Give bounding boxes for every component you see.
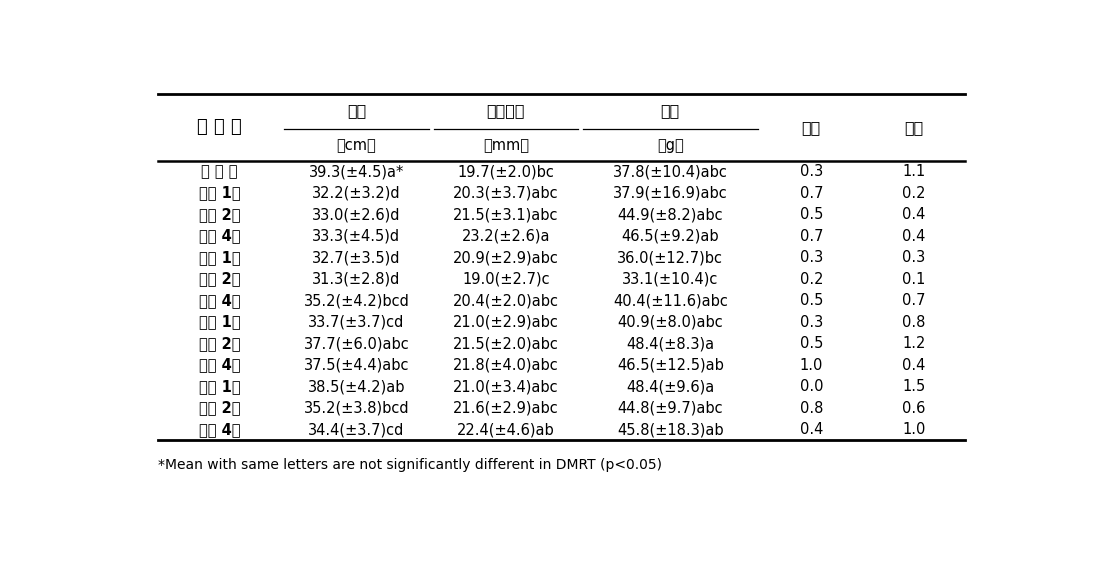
Text: 돈분 1톤: 돈분 1톤	[199, 250, 240, 265]
Text: 19.7(±2.0)bc: 19.7(±2.0)bc	[458, 164, 554, 179]
Text: 0.4: 0.4	[902, 207, 926, 222]
Text: 0.2: 0.2	[902, 186, 926, 200]
Text: 0.1: 0.1	[902, 271, 926, 287]
Text: 37.7(±6.0)abc: 37.7(±6.0)abc	[304, 336, 409, 351]
Text: 0.3: 0.3	[902, 250, 926, 265]
Text: 31.3(±2.8)d: 31.3(±2.8)d	[313, 271, 401, 287]
Text: 우분 1톤: 우분 1톤	[199, 315, 240, 329]
Text: 20.4(±2.0)abc: 20.4(±2.0)abc	[453, 293, 559, 308]
Text: 21.0(±2.9)abc: 21.0(±2.9)abc	[453, 315, 559, 329]
Text: 44.8(±9.7)abc: 44.8(±9.7)abc	[618, 401, 724, 415]
Text: 40.9(±8.0)abc: 40.9(±8.0)abc	[618, 315, 724, 329]
Text: 21.6(±2.9)abc: 21.6(±2.9)abc	[453, 401, 559, 415]
Text: 20.9(±2.9)abc: 20.9(±2.9)abc	[453, 250, 559, 265]
Text: 1.0: 1.0	[902, 422, 926, 437]
Text: 1.2: 1.2	[902, 336, 926, 351]
Text: 46.5(±9.2)ab: 46.5(±9.2)ab	[622, 229, 719, 244]
Text: 39.3(±4.5)a*: 39.3(±4.5)a*	[308, 164, 404, 179]
Text: 23.2(±2.6)a: 23.2(±2.6)a	[461, 229, 550, 244]
Text: 0.4: 0.4	[902, 229, 926, 244]
Text: 0.8: 0.8	[800, 401, 823, 415]
Text: 0.3: 0.3	[800, 315, 823, 329]
Text: 19.0(±2.7)c: 19.0(±2.7)c	[462, 271, 550, 287]
Text: 0.7: 0.7	[902, 293, 926, 308]
Text: 40.4(±11.6)abc: 40.4(±11.6)abc	[613, 293, 728, 308]
Text: 1.0: 1.0	[800, 358, 823, 373]
Text: 33.3(±4.5)d: 33.3(±4.5)d	[313, 229, 400, 244]
Text: 계분 4톤: 계분 4톤	[199, 229, 240, 244]
Text: 0.7: 0.7	[800, 186, 823, 200]
Text: 48.4(±8.3)a: 48.4(±8.3)a	[626, 336, 715, 351]
Text: 37.8(±10.4)abc: 37.8(±10.4)abc	[613, 164, 728, 179]
Text: 38.5(±4.2)ab: 38.5(±4.2)ab	[307, 379, 406, 394]
Text: 혼합 2톤: 혼합 2톤	[199, 401, 240, 415]
Text: 계분 1톤: 계분 1톤	[199, 186, 240, 200]
Text: 33.7(±3.7)cd: 33.7(±3.7)cd	[308, 315, 404, 329]
Text: 20.3(±3.7)abc: 20.3(±3.7)abc	[454, 186, 559, 200]
Text: （cm）: （cm）	[337, 138, 376, 154]
Text: 21.8(±4.0)abc: 21.8(±4.0)abc	[453, 358, 559, 373]
Text: 21.5(±2.0)abc: 21.5(±2.0)abc	[453, 336, 559, 351]
Text: 44.9(±8.2)abc: 44.9(±8.2)abc	[618, 207, 724, 222]
Text: 0.3: 0.3	[800, 164, 823, 179]
Text: 1.5: 1.5	[902, 379, 926, 394]
Text: 근중: 근중	[661, 104, 680, 119]
Text: 우분 2톤: 우분 2톤	[199, 336, 240, 351]
Text: 48.4(±9.6)a: 48.4(±9.6)a	[626, 379, 715, 394]
Text: 0.6: 0.6	[902, 401, 926, 415]
Text: 35.2(±3.8)bcd: 35.2(±3.8)bcd	[304, 401, 409, 415]
Text: 33.1(±10.4)c: 33.1(±10.4)c	[622, 271, 718, 287]
Text: 근장: 근장	[346, 104, 366, 119]
Text: 32.7(±3.5)d: 32.7(±3.5)d	[313, 250, 401, 265]
Text: 32.2(±3.2)d: 32.2(±3.2)d	[313, 186, 401, 200]
Text: 37.5(±4.4)abc: 37.5(±4.4)abc	[304, 358, 409, 373]
Text: 35.2(±4.2)bcd: 35.2(±4.2)bcd	[304, 293, 410, 308]
Text: 0.5: 0.5	[800, 293, 823, 308]
Text: 동체직경: 동체직경	[486, 104, 525, 119]
Text: 37.9(±16.9)abc: 37.9(±16.9)abc	[613, 186, 728, 200]
Text: 혼합 1톤: 혼합 1톤	[199, 379, 240, 394]
Text: 45.8(±18.3)ab: 45.8(±18.3)ab	[618, 422, 724, 437]
Text: （mm）: （mm）	[483, 138, 529, 154]
Text: 우분 4톤: 우분 4톤	[199, 358, 240, 373]
Text: 0.4: 0.4	[902, 358, 926, 373]
Text: 0.5: 0.5	[800, 207, 823, 222]
Text: 46.5(±12.5)ab: 46.5(±12.5)ab	[616, 358, 724, 373]
Text: 21.5(±3.1)abc: 21.5(±3.1)abc	[454, 207, 559, 222]
Text: 0.7: 0.7	[800, 229, 823, 244]
Text: 돈분 2톤: 돈분 2톤	[199, 271, 240, 287]
Text: 적변: 적변	[801, 120, 821, 135]
Text: 0.5: 0.5	[800, 336, 823, 351]
Text: 33.0(±2.6)d: 33.0(±2.6)d	[313, 207, 401, 222]
Text: 1.1: 1.1	[902, 164, 926, 179]
Text: 돈분 4톤: 돈분 4톤	[199, 293, 240, 308]
Text: 22.4(±4.6)ab: 22.4(±4.6)ab	[457, 422, 555, 437]
Text: 0.3: 0.3	[800, 250, 823, 265]
Text: 발 처 리: 발 처 리	[198, 118, 243, 136]
Text: 0.8: 0.8	[902, 315, 926, 329]
Text: *Mean with same letters are not significantly different in DMRT (p<0.05): *Mean with same letters are not signific…	[157, 458, 661, 472]
Text: 계분 2톤: 계분 2톤	[199, 207, 240, 222]
Text: 은피: 은피	[904, 120, 924, 135]
Text: 36.0(±12.7)bc: 36.0(±12.7)bc	[618, 250, 724, 265]
Text: 21.0(±3.4)abc: 21.0(±3.4)abc	[454, 379, 559, 394]
Text: 34.4(±3.7)cd: 34.4(±3.7)cd	[308, 422, 404, 437]
Text: 무 처 리: 무 처 리	[201, 164, 238, 179]
Text: 0.2: 0.2	[800, 271, 823, 287]
Text: 혼합 4톤: 혼합 4톤	[199, 422, 240, 437]
Text: 0.4: 0.4	[800, 422, 823, 437]
Text: 0.0: 0.0	[800, 379, 823, 394]
Text: （g）: （g）	[657, 138, 684, 154]
